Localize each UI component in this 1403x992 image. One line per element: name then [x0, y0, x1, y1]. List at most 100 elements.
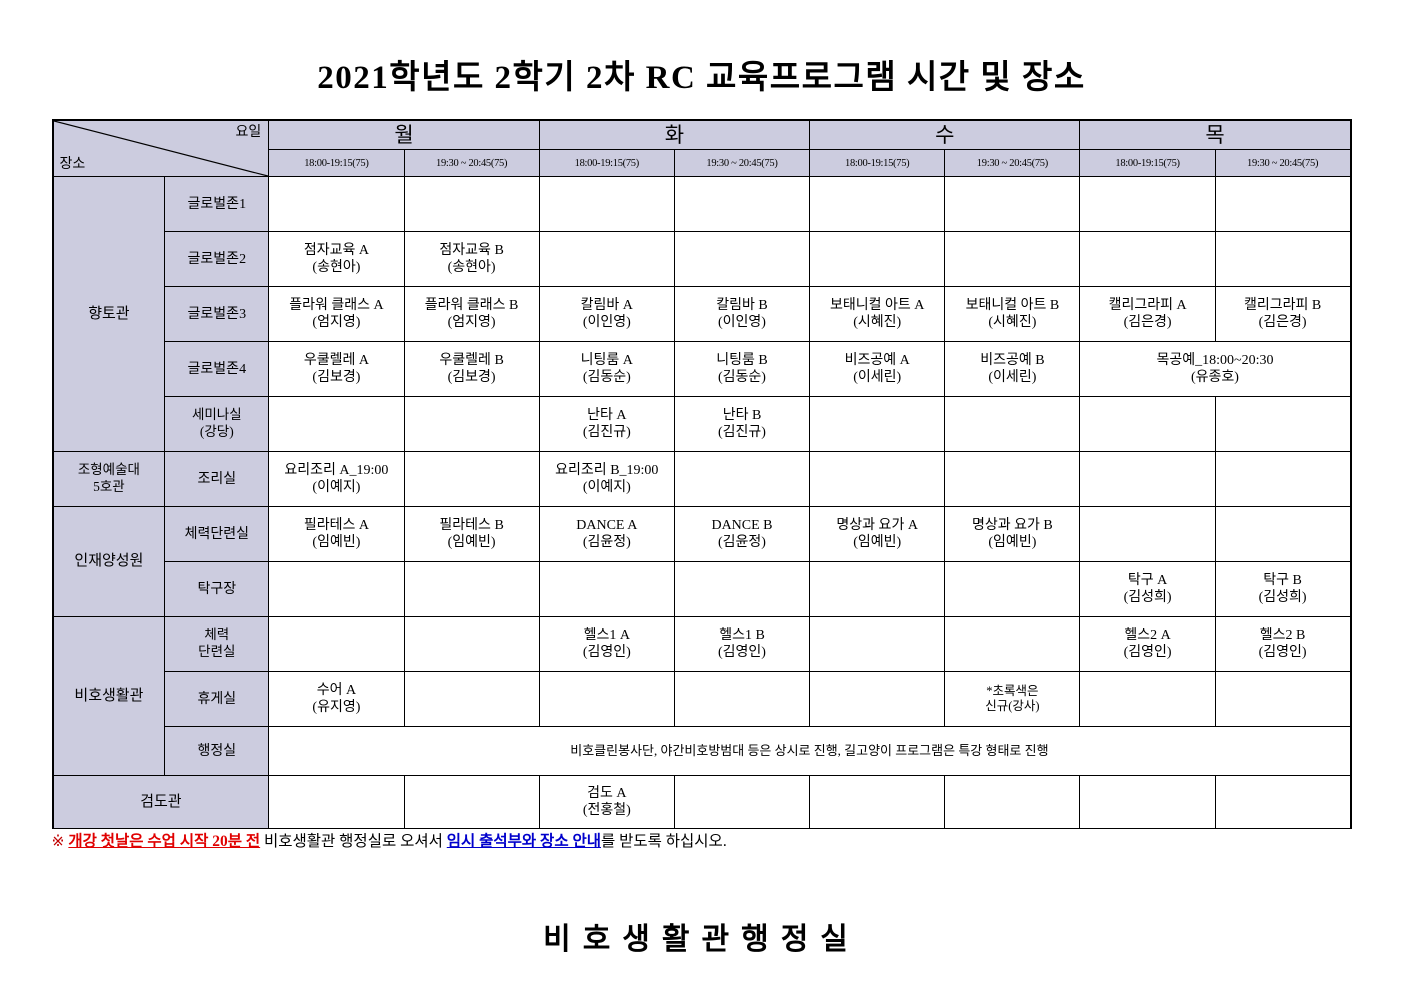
schedule-cell: [809, 616, 946, 673]
table-row: 비호생활관 체력 단련실 헬스1 A (김영인) 헬스1 B (김영인) 헬스2 A…: [51, 616, 1352, 777]
schedule-cell: 탁구 B (김성희): [1214, 561, 1352, 618]
day-header-wed: 수: [809, 119, 1081, 151]
table-row: 조형예술대 5호관 조리실 요리조리 A_19:00 (이예지) 요리조리 B_1…: [51, 451, 1352, 508]
room-label-fitness-injae: 체력단련실: [164, 506, 270, 563]
schedule-cell: 탁구 A (김성희): [1079, 561, 1216, 618]
axis-label-place: 장소: [59, 156, 86, 172]
schedule-cell: 우쿨렐레 B (김보경): [403, 341, 540, 398]
schedule-cell: [809, 176, 946, 233]
schedule-cell: [268, 775, 405, 830]
time-slot-wed-1: 18:00-19:15(75): [809, 149, 946, 178]
schedule-cell: 점자교육 A (송현아): [268, 231, 405, 288]
time-slot-thu-2: 19:30 ~ 20:45(75): [1214, 149, 1352, 178]
schedule-cell: 헬스1 A (김영인): [538, 616, 675, 673]
building-label-hyangtogwan: 향토관: [51, 176, 166, 453]
room-label-globalzone4: 글로벌존4: [164, 341, 270, 398]
schedule-cell: [1214, 176, 1352, 233]
schedule-cell: 난타 A (김진규): [538, 396, 675, 453]
schedule-cell: [944, 775, 1081, 830]
schedule-cell: [1214, 396, 1352, 453]
schedule-cell: 캘리그라피 B (김은경): [1214, 286, 1352, 343]
schedule-cell: 니팅룸 B (김동순): [673, 341, 811, 398]
room-label-fitness-line2: 단련실: [198, 644, 236, 660]
schedule-cell: [403, 396, 540, 453]
schedule-cell: [944, 451, 1081, 508]
schedule-cell: [1214, 775, 1352, 830]
room-label-lounge: 휴게실: [164, 671, 270, 728]
time-slot-tue-2: 19:30 ~ 20:45(75): [673, 149, 811, 178]
schedule-cell: [1079, 775, 1216, 830]
header-row-days: 요일 장소 월 화 수 목: [51, 119, 1352, 178]
schedule-cell: [268, 561, 405, 618]
building-label-kendo-hall: 검도관: [51, 775, 270, 830]
schedule-cell: 필라테스 B (임예빈): [403, 506, 540, 563]
schedule-cell: [1079, 396, 1216, 453]
schedule-cell: 헬스2 A (김영인): [1079, 616, 1216, 673]
signature-line: 비호생활관행정실: [543, 922, 860, 956]
building-label-biho-dorm: 비호생활관: [51, 616, 166, 777]
schedule-cell: 플라워 클래스 A (엄지영): [268, 286, 405, 343]
table-row: 글로벌존4 우쿨렐레 A (김보경) 우쿨렐레 B (김보경) 니팅룸 A (김동순)…: [53, 341, 1352, 398]
schedule-cell-woodcraft: 목공예_18:00~20:30 (유종호): [1079, 341, 1352, 398]
footnote: ※ 개강 첫날은 수업 시작 20분 전 비호생활관 행정실로 오셔서 임시 출…: [52, 833, 1352, 852]
schedule-cell: [1079, 176, 1216, 233]
schedule-cell: [538, 231, 675, 288]
table-row: 검도관 검도 A (전홍철): [51, 775, 1352, 830]
time-slot-wed-2: 19:30 ~ 20:45(75): [944, 149, 1081, 178]
schedule-cell: [1214, 506, 1352, 563]
schedule-cell: [403, 561, 540, 618]
footnote-red-emphasis: 개강 첫날은 수업 시작 20분 전: [68, 833, 261, 851]
admin-office-note: 비호클린봉사단, 야간비호방범대 등은 상시로 진행, 길고양이 프로그램은 특…: [268, 726, 1352, 777]
day-header-thu: 목: [1079, 119, 1352, 151]
schedule-cell: 칼림바 A (이인영): [538, 286, 675, 343]
schedule-cell: [403, 671, 540, 728]
schedule-cell: 난타 B (김진규): [673, 396, 811, 453]
schedule-cell: [944, 231, 1081, 288]
schedule-cell: [1214, 671, 1352, 728]
schedule-cell: 우쿨렐레 A (김보경): [268, 341, 405, 398]
room-label-seminar-hall: 세미나실 (강당): [164, 396, 270, 453]
schedule-cell: [673, 561, 811, 618]
schedule-cell: [268, 176, 405, 233]
room-label-fitness-biho: 체력 단련실: [164, 616, 270, 673]
schedule-cell: [403, 176, 540, 233]
room-label-kitchen: 조리실: [164, 451, 270, 508]
schedule-cell: 명상과 요가 B (임예빈): [944, 506, 1081, 563]
schedule-cell-legend-note: *초록색은 신규(강사): [944, 671, 1081, 728]
day-header-tue: 화: [538, 119, 811, 151]
day-header-mon: 월: [268, 119, 540, 151]
schedule-cell: 비즈공예 B (이세린): [944, 341, 1081, 398]
building-label-injae-center: 인재양성원: [51, 506, 166, 618]
schedule-cell: [944, 616, 1081, 673]
room-label-fitness-line1: 체력: [204, 627, 230, 643]
schedule-cell: 명상과 요가 A (임예빈): [809, 506, 946, 563]
schedule-cell: [944, 396, 1081, 453]
footnote-blue-emphasis: 임시 출석부와 장소 안내: [446, 833, 601, 851]
schedule-cell: [673, 775, 811, 830]
schedule-table: 요일 장소 월 화 수 목 18:00-19:15(75) 19:30 ~ 20…: [51, 119, 1352, 830]
schedule-cell: [809, 451, 946, 508]
schedule-cell: 검도 A (전홍철): [538, 775, 675, 830]
diagonal-divider-icon: [54, 121, 269, 176]
time-slot-thu-1: 18:00-19:15(75): [1079, 149, 1216, 178]
schedule-cell: 칼림바 B (이인영): [673, 286, 811, 343]
schedule-cell: [268, 396, 405, 453]
table-row: 탁구장 탁구 A (김성희) 탁구 B (김성희): [53, 561, 1352, 618]
schedule-cell: 헬스2 B (김영인): [1214, 616, 1352, 673]
room-label-admin-office: 행정실: [164, 726, 270, 777]
room-label-table-tennis: 탁구장: [164, 561, 270, 618]
schedule-cell: [1079, 506, 1216, 563]
schedule-cell: 헬스1 B (김영인): [673, 616, 811, 673]
building-label-johyeong-art-5: 조형예술대 5호관: [51, 451, 166, 508]
schedule-cell: [809, 396, 946, 453]
footnote-star-icon: ※: [51, 833, 65, 851]
axis-corner-cell: 요일 장소: [51, 119, 270, 178]
schedule-cell: DANCE A (김윤정): [538, 506, 675, 563]
schedule-cell: [268, 616, 405, 673]
schedule-cell: [809, 671, 946, 728]
schedule-cell: [538, 176, 675, 233]
table-row: 세미나실 (강당) 난타 A (김진규) 난타 B (김진규): [53, 396, 1352, 453]
schedule-cell: [809, 561, 946, 618]
schedule-cell: [1079, 451, 1216, 508]
time-slot-mon-2: 19:30 ~ 20:45(75): [403, 149, 540, 178]
